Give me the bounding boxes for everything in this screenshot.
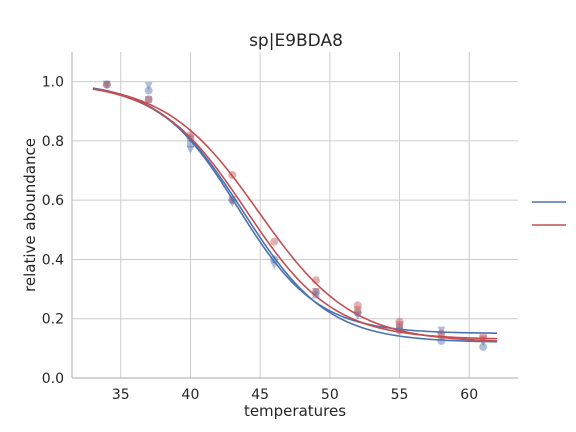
data-point-circle — [437, 336, 446, 345]
data-point-circle — [479, 342, 488, 351]
data-point-square — [186, 140, 194, 148]
fit-curve — [92, 87, 498, 342]
y-tick-label: 0.2 — [42, 312, 64, 328]
x-tick-label: 45 — [251, 387, 269, 403]
data-point-triangle — [186, 145, 195, 154]
axes — [71, 52, 518, 379]
chart-title: sp|E9BDA8 — [249, 31, 343, 51]
data-point-circle — [102, 80, 111, 89]
data-point-circle — [353, 308, 362, 317]
data-point-circle — [144, 86, 153, 95]
data-point-triangle — [144, 82, 153, 91]
data-point-triangle — [437, 326, 446, 335]
x-tick-label: 60 — [460, 387, 478, 403]
y-tick-label: 0.6 — [42, 193, 64, 209]
x-axis-label: temperatures — [244, 402, 346, 420]
x-tick-label: 55 — [391, 387, 409, 403]
data-point-square — [145, 95, 153, 103]
fit-curve — [92, 88, 498, 340]
data-point-square — [312, 291, 320, 299]
fit-curve — [92, 88, 498, 343]
y-tick-label: 0.8 — [42, 134, 64, 150]
x-tick-label: 40 — [182, 387, 200, 403]
data-point-circle — [102, 80, 111, 89]
tick-labels: 35 40 45 50 55 60 0.0 0.2 0.4 0.6 0.8 1.0 — [42, 75, 478, 403]
x-tick-label: 35 — [112, 387, 130, 403]
data-point-square — [354, 306, 362, 314]
data-point-circle — [270, 237, 279, 246]
y-axis-label: relative aboundance — [21, 138, 39, 292]
data-point-square — [396, 324, 404, 332]
data-point-triangle — [102, 80, 111, 89]
data-point-circle — [353, 301, 362, 310]
legend — [532, 201, 566, 226]
data-point-triangle — [479, 335, 488, 344]
data-point-circle — [395, 317, 404, 326]
data-point-triangle — [311, 288, 320, 297]
data-point-square — [396, 321, 404, 329]
fit-curve — [92, 87, 498, 334]
y-tick-label: 1.0 — [42, 75, 64, 91]
y-tick-label: 0.0 — [42, 371, 64, 387]
x-tick-label: 50 — [321, 387, 339, 403]
data-points — [102, 80, 488, 351]
fit-curves — [92, 87, 498, 343]
data-point-circle — [144, 95, 153, 104]
y-tick-label: 0.4 — [42, 252, 64, 268]
